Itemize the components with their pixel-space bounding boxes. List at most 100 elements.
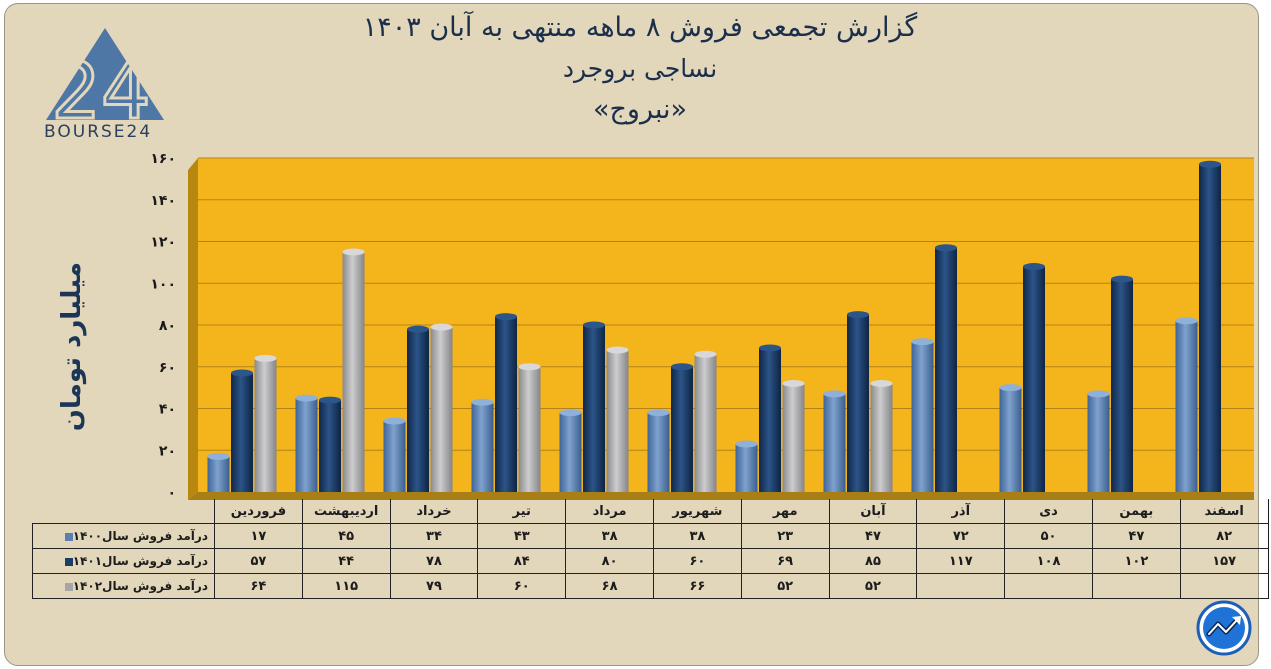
bar-s2-2 xyxy=(430,327,453,492)
bar-s0-7 xyxy=(823,393,846,492)
y-tick-label: ۱۰۰ xyxy=(150,276,176,292)
data-label: ۴۵ xyxy=(301,523,391,549)
bar-cap-s1-8 xyxy=(935,244,957,252)
bar-s0-5 xyxy=(647,412,670,492)
bar-s2-4 xyxy=(606,350,629,492)
bar-cap-s2-2 xyxy=(430,323,453,331)
company-name: نساجی بروجرد xyxy=(562,54,718,83)
data-label: ۶۴ xyxy=(214,573,303,599)
legend-swatch xyxy=(64,557,73,566)
series-name: درآمد فروش سال۱۴۰۲ xyxy=(32,573,215,599)
data-label: ۴۷ xyxy=(828,523,918,549)
table-row: درآمد فروش سال۱۴۰۱ ۵۷ ۴۴ ۷۸ ۸۴ ۸۰ ۶۰ ۶۹ ۸۵ ۱۱۷ ۱۰۸… xyxy=(32,548,1269,574)
bar-cap-s0-9 xyxy=(999,384,1022,392)
bar-cap-s2-5 xyxy=(694,350,717,358)
bar-s0-10 xyxy=(1087,393,1110,492)
bar-cap-s0-3 xyxy=(471,398,494,406)
data-table: فروردین اردیبهشت خرداد تیر مرداد شهریور مهر آبا… xyxy=(32,499,1269,599)
data-table-wrap: فروردین اردیبهشت خرداد تیر مرداد شهریور مهر آبا… xyxy=(32,499,1269,599)
bar-s0-2 xyxy=(383,421,406,492)
bar-cap-s1-1 xyxy=(319,396,341,404)
data-label: ۱۷ xyxy=(214,523,303,549)
data-label: ۶۰ xyxy=(477,573,567,599)
bar-cap-s0-8 xyxy=(911,338,934,346)
bar-s1-8 xyxy=(935,247,957,492)
data-label: ۳۸ xyxy=(565,523,654,549)
bar-cap-s0-10 xyxy=(1087,390,1110,398)
data-label: ۷۸ xyxy=(389,548,479,574)
bar-s1-0 xyxy=(231,373,253,492)
data-label: ۲۳ xyxy=(740,523,830,549)
category-label: اردیبهشت xyxy=(301,499,391,524)
bar-cap-s1-7 xyxy=(847,311,869,319)
bar-s0-6 xyxy=(735,443,758,492)
series-name-text: درآمد فروش سال۱۴۰۲ xyxy=(72,579,208,593)
bar-cap-s0-4 xyxy=(559,409,582,417)
bar-s1-7 xyxy=(847,314,869,492)
bar-cap-s0-7 xyxy=(823,390,846,398)
bar-cap-s1-2 xyxy=(407,325,429,333)
y-tick-label: ۱۲۰ xyxy=(150,235,176,251)
chart-title: گزارش تجمعی فروش ۸ ماهه منتهی به آبان ۱۴… xyxy=(362,12,918,43)
bar-s1-6 xyxy=(759,347,781,492)
data-label: ۱۰۸ xyxy=(1004,548,1093,574)
bar-s1-11 xyxy=(1199,164,1221,492)
category-label: اسفند xyxy=(1179,499,1269,524)
bar-s1-3 xyxy=(495,316,517,492)
data-label: ۸۲ xyxy=(1179,523,1269,549)
bar-s2-1 xyxy=(342,251,365,492)
category-label: خرداد xyxy=(389,499,479,524)
bar-s1-4 xyxy=(583,325,605,492)
data-label: ۶۶ xyxy=(652,573,742,599)
category-label: آبان xyxy=(828,499,918,524)
bar-cap-s1-3 xyxy=(495,313,517,321)
logo-text: BOURSE24 xyxy=(44,122,153,142)
plot-side-wall xyxy=(188,158,198,500)
data-label: ۴۳ xyxy=(477,523,567,549)
bar-cap-s0-0 xyxy=(207,453,230,461)
bar-s2-0 xyxy=(254,358,277,492)
bar-cap-s2-0 xyxy=(254,354,277,362)
bar-cap-s1-9 xyxy=(1023,263,1045,271)
bar-s1-10 xyxy=(1111,279,1133,492)
bar-s0-8 xyxy=(911,341,934,492)
bar-cap-s0-6 xyxy=(735,440,758,448)
bar-cap-s1-0 xyxy=(231,369,253,377)
bar-cap-s0-5 xyxy=(647,409,670,417)
table-category-row: فروردین اردیبهشت خرداد تیر مرداد شهریور مهر آبا… xyxy=(33,499,1269,524)
data-label: ۷۹ xyxy=(389,573,479,599)
category-label: تیر xyxy=(477,499,567,524)
triangle-logo-icon: 24 xyxy=(46,28,164,139)
data-label: ۴۷ xyxy=(1091,523,1181,549)
data-label xyxy=(1179,573,1269,599)
y-tick-label: ۶۰ xyxy=(159,360,176,376)
logo-mark: 24 xyxy=(51,47,150,137)
bar-s2-6 xyxy=(782,383,805,492)
bar-cap-s2-3 xyxy=(518,363,541,371)
bar-s0-4 xyxy=(559,412,582,492)
table-row: درآمد فروش سال۱۴۰۲ ۶۴ ۱۱۵ ۷۹ ۶۰ ۶۸ ۶۶ ۵۲ ۵۲ xyxy=(32,573,1269,599)
y-tick-label: ۴۰ xyxy=(159,402,176,418)
series-name-text: درآمد فروش سال۱۴۰۱ xyxy=(72,554,208,568)
y-tick-label: ۲۰ xyxy=(159,443,176,459)
legend-swatch xyxy=(64,532,73,541)
y-tick-label: ۱۶۰ xyxy=(150,151,176,167)
bar-cap-s1-5 xyxy=(671,363,693,371)
bar-cap-s2-6 xyxy=(782,379,805,387)
data-label: ۳۴ xyxy=(389,523,479,549)
plot-floor xyxy=(188,492,1254,500)
bar-cap-s0-2 xyxy=(383,417,406,425)
data-label: ۳۸ xyxy=(652,523,742,549)
bar-cap-s2-4 xyxy=(606,346,629,354)
category-label: آذر xyxy=(916,499,1006,524)
bar-s2-7 xyxy=(870,383,893,492)
bar-s0-11 xyxy=(1175,320,1198,492)
data-label xyxy=(1091,573,1181,599)
bar-s0-1 xyxy=(295,398,318,492)
series-name: درآمد فروش سال۱۴۰۱ xyxy=(32,548,215,574)
data-label: ۸۵ xyxy=(828,548,918,574)
data-label: ۷۲ xyxy=(916,523,1006,549)
bar-s2-3 xyxy=(518,366,541,492)
y-tick-label: ۱۴۰ xyxy=(150,193,176,209)
